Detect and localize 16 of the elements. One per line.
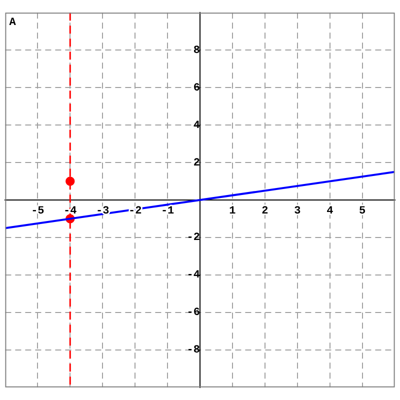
x-tick-label: 5	[359, 205, 366, 218]
annotation: A	[9, 16, 16, 29]
x-tick-label: 2	[262, 205, 268, 218]
x-tick-label: 4	[326, 205, 334, 218]
y-tick-label: -8	[186, 344, 200, 357]
x-tick-label: 1	[229, 205, 236, 218]
y-tick-label: -4	[186, 270, 200, 282]
y-tick-label: -6	[186, 307, 200, 320]
y-tick-label: 8	[193, 44, 200, 57]
y-tick-label: 2	[193, 157, 200, 170]
y-tick-label: -2	[186, 232, 200, 244]
x-tick-label: -1	[160, 205, 175, 218]
x-tick-label: 3	[294, 205, 302, 218]
y-tick-label: 6	[193, 82, 200, 94]
x-tick-label: -5	[31, 205, 45, 218]
y-tick-label: 4	[193, 120, 200, 132]
